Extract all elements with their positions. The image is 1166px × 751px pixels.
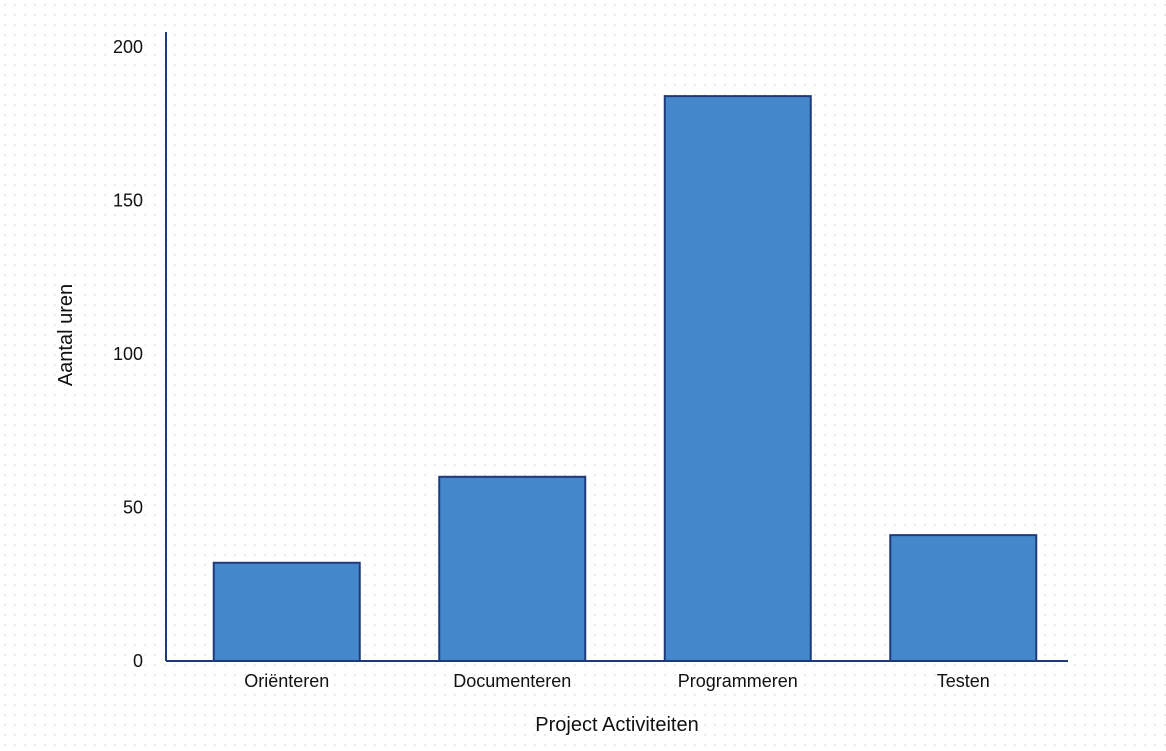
- bar: [663, 95, 812, 663]
- bar: [889, 534, 1038, 663]
- bar: [212, 561, 361, 663]
- y-tick-labels: 0 50 100 150 200: [113, 37, 143, 671]
- y-tick-label: 0: [133, 651, 143, 671]
- y-tick-label: 50: [123, 498, 143, 518]
- y-tick-label: 150: [113, 191, 143, 211]
- x-category-label: Programmeren: [678, 671, 798, 691]
- x-category-label: Testen: [937, 671, 990, 691]
- bar: [438, 475, 587, 662]
- y-axis-title: Aantal uren: [55, 284, 77, 386]
- bars-group: [212, 95, 1038, 663]
- y-tick-label: 100: [113, 344, 143, 364]
- x-axis-title: Project Activiteiten: [535, 714, 698, 736]
- x-category-label: Oriënteren: [244, 671, 329, 691]
- x-category-labels: Oriënteren Documenteren Programmeren Testen: [244, 671, 990, 691]
- x-category-label: Documenteren: [453, 671, 571, 691]
- y-tick-label: 200: [113, 37, 143, 57]
